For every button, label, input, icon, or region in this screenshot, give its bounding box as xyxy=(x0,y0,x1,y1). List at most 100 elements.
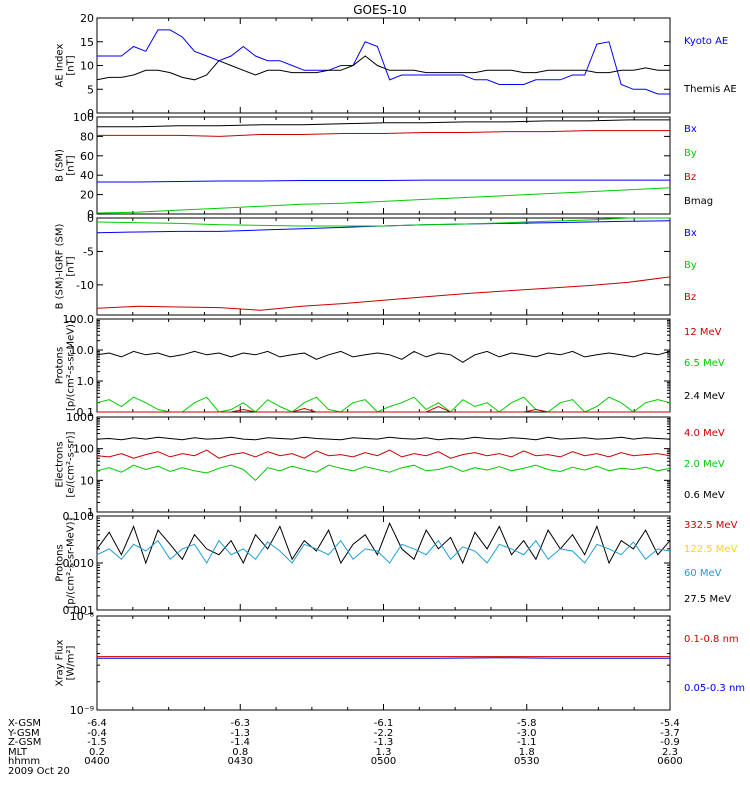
x-axis-tick-value: -1.4 xyxy=(230,737,250,748)
x-axis-row-label: Y-GSM xyxy=(7,728,40,739)
y-tick-label: 10⁻⁸ xyxy=(70,610,95,623)
x-axis-tick-value: -0.9 xyxy=(660,737,680,748)
legend-entry: Bx xyxy=(684,124,697,135)
y-tick-label: 0 xyxy=(87,107,94,120)
legend-entry: 27.5 MeV xyxy=(684,594,731,605)
y-tick-label: 0.1 xyxy=(77,406,95,419)
y-tick-label: 100 xyxy=(73,443,94,456)
x-axis-tick-value: 1.8 xyxy=(519,747,535,758)
y-axis-label: Protons xyxy=(55,347,66,384)
series-line-0.6-mev xyxy=(96,436,671,441)
legend-entry: 0.05-0.3 nm xyxy=(684,683,745,694)
x-axis-tick-value: -3.0 xyxy=(517,728,537,739)
x-axis-tick-value: 0530 xyxy=(514,756,539,767)
panel-frame xyxy=(96,318,671,413)
x-axis-tick-value: -1.3 xyxy=(230,728,250,739)
x-axis-tick-value: -6.1 xyxy=(374,718,394,729)
y-tick-label: 80 xyxy=(80,130,94,143)
series-line-by xyxy=(96,217,670,227)
y-tick-label: 0.001 xyxy=(63,604,95,617)
x-axis-row-label: hhmm xyxy=(8,756,40,767)
legend-entry: 2.0 MeV xyxy=(684,459,725,470)
x-axis-tick-value: 0400 xyxy=(84,756,109,767)
x-axis-tick-value: -1.5 xyxy=(87,737,107,748)
legend-entry: 332.5 MeV xyxy=(684,520,738,531)
legend-entry: By xyxy=(684,260,697,271)
x-axis-tick-value: -6.4 xyxy=(87,718,107,729)
x-axis-tick-value: -5.8 xyxy=(517,718,537,729)
series-line-bmag xyxy=(97,119,670,128)
legend-entry: By xyxy=(684,148,697,159)
y-tick-label: 20 xyxy=(80,189,94,202)
y-tick-label: 1000 xyxy=(66,411,94,424)
legend-entry: Themis AE xyxy=(683,84,737,95)
legend-entry: 0.6 MeV xyxy=(684,490,725,501)
series-line-12-mev xyxy=(97,405,670,413)
y-tick-label: 10 xyxy=(80,60,94,73)
x-axis-tick-value: 0.8 xyxy=(232,747,248,758)
y-axis-label: [e/(cm²-s-sr)] xyxy=(66,431,77,497)
y-tick-label: 20 xyxy=(80,12,94,25)
y-tick-label: -10 xyxy=(76,279,94,292)
series-line-kyoto-ae xyxy=(97,29,670,95)
panel-5: 1 10 100 1000 Electrons [e/(cm²-s-sr)] 4.0 MeV… xyxy=(55,411,725,519)
x-axis-tick-value: 2.3 xyxy=(662,747,678,758)
series-line-themis-ae xyxy=(96,55,670,81)
y-tick-label: 1.0 xyxy=(77,375,95,388)
legend-entry: Bx xyxy=(684,228,697,239)
legend-entry: 122.5 MeV xyxy=(684,544,738,555)
panel-2: 0 20 40 60 80 100 B (SM) [nT] Bx By Bz Bmag xyxy=(55,111,714,221)
y-tick-label: 10 xyxy=(80,474,94,487)
y-axis-label: [p/(cm²-s-sr-MeV)] xyxy=(66,517,77,608)
y-tick-label: 100.0 xyxy=(63,313,95,326)
panel-3: -10 -5 0 B (SM)-IGRF (SM) [nT] Bx By Bz xyxy=(55,212,697,316)
x-axis-tick-value: -5.4 xyxy=(660,718,680,729)
x-axis-tick-value: -2.2 xyxy=(374,728,394,739)
legend-entry: 2.4 MeV xyxy=(684,391,725,402)
legend-entry: Bz xyxy=(684,172,696,183)
panel-frame xyxy=(96,17,671,114)
y-tick-label: -5 xyxy=(83,245,94,258)
y-tick-label: 5 xyxy=(87,83,94,96)
y-axis-label: Xray Flux xyxy=(55,639,66,686)
y-tick-label: 100 xyxy=(73,111,94,124)
series-line-2.0-mev xyxy=(96,464,671,481)
panel-frame xyxy=(96,615,671,711)
legend-entry: Bz xyxy=(684,292,696,303)
x-axis-tick-value: 0.2 xyxy=(89,747,105,758)
x-axis-tick-value: -6.3 xyxy=(230,718,250,729)
legend-entry: 6.5 MeV xyxy=(684,358,725,369)
x-axis-row-label: Z-GSM xyxy=(8,737,41,748)
y-axis-label: [p/(cm²-s-sr-MeV)] xyxy=(66,320,77,411)
y-axis-label: B (SM)-IGRF (SM) xyxy=(55,224,66,310)
x-axis-tick-value: 0500 xyxy=(371,756,396,767)
y-tick-label: 10.0 xyxy=(70,344,95,357)
legend-entry: Kyoto AE xyxy=(684,36,728,47)
x-axis-row-label: MLT xyxy=(8,747,28,758)
panel-frame xyxy=(96,116,671,215)
x-axis-tick-value: -1.3 xyxy=(374,737,394,748)
legend-entry: 4.0 MeV xyxy=(684,428,725,439)
series-line-4.0-mev xyxy=(96,449,671,459)
panel-frame xyxy=(96,416,671,513)
y-axis-label: [nT] xyxy=(66,155,77,175)
y-axis-label: [nT] xyxy=(66,55,77,75)
panel-6: 0.001 0.010 0.100 Protons [p/(cm²-s-sr-MeV)]… xyxy=(55,510,738,617)
y-tick-label: 10⁻⁹ xyxy=(70,704,94,717)
date-label: 2009 Oct 20 xyxy=(8,766,70,777)
y-axis-label: [W/m²] xyxy=(66,645,77,680)
y-tick-label: 0.100 xyxy=(63,510,95,523)
legend-entry: 60 MeV xyxy=(684,568,722,579)
panel-4: 0.1 1.0 10.0 100.0 Protons [p/(cm²-s-sr-MeV)]… xyxy=(55,313,725,419)
x-axis-tick-value: -1.1 xyxy=(517,737,537,748)
y-tick-label: 15 xyxy=(80,36,94,49)
y-tick-label: 0 xyxy=(87,212,94,225)
series-line-bx xyxy=(97,179,670,183)
x-axis-tick-value: -3.7 xyxy=(660,728,680,739)
x-axis-tick-value: 0600 xyxy=(657,756,682,767)
y-axis-label: [nT] xyxy=(66,256,77,276)
x-axis-row-label: X-GSM xyxy=(8,718,41,729)
x-axis-tick-value: -0.4 xyxy=(87,728,107,739)
